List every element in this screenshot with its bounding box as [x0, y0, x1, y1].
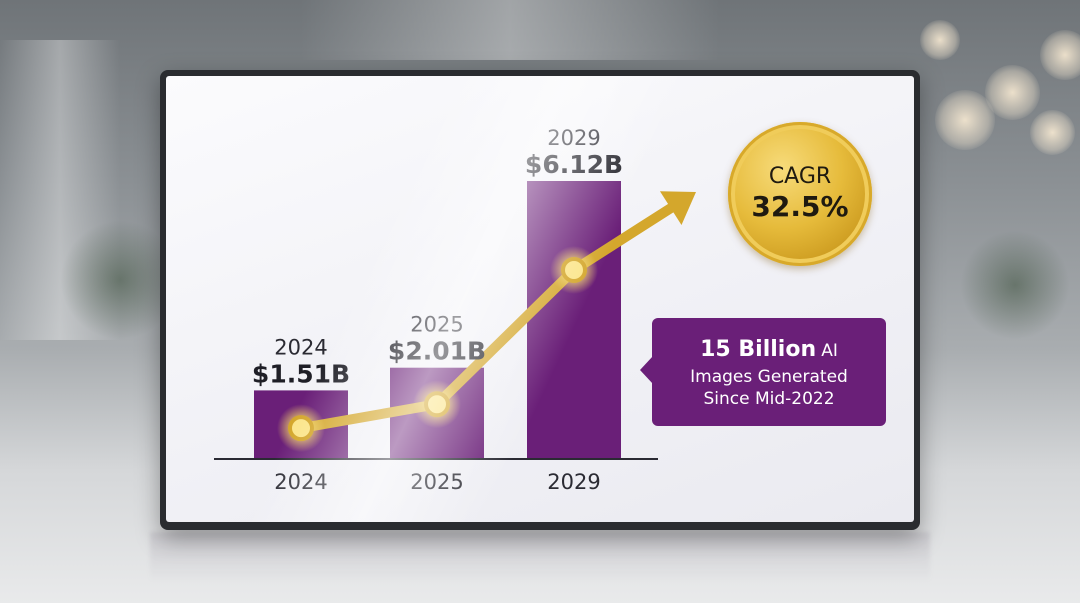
bokeh-light: [1040, 30, 1080, 80]
trend-point-2024: [288, 415, 314, 442]
bar-year-label-2025: 2025: [410, 313, 463, 337]
trend-point-2025: [424, 391, 450, 418]
bokeh-light: [1030, 110, 1075, 155]
cagr-badge: CAGR 32.5%: [728, 122, 872, 266]
bokeh-light: [935, 90, 995, 150]
background-plant: [960, 230, 1070, 340]
x-tick-label-2024: 2024: [274, 470, 327, 494]
callout-pointer: [640, 356, 653, 384]
x-tick-label-2029: 2029: [547, 470, 600, 494]
trend-point-2029: [561, 256, 587, 283]
background-window-light: [300, 0, 720, 60]
bar-year-label-2024: 2024: [274, 335, 327, 359]
callout-ai-text: AI: [821, 340, 838, 361]
ai-images-callout: 15 Billion AI Images Generated Since Mid…: [640, 318, 886, 426]
cagr-value: 32.5%: [751, 190, 849, 223]
monitor-frame: 2024 $1.51B 2024 2025 $2.01B 2025 2029 $6.12B 20…: [160, 70, 920, 530]
bar-value-label-2029: $6.12B: [525, 150, 623, 179]
callout-headline: 15 Billion AI: [700, 335, 838, 366]
cagr-label: CAGR: [768, 164, 832, 189]
table-reflection: [150, 532, 930, 582]
bokeh-light: [985, 65, 1040, 120]
callout-bold-text: 15 Billion: [700, 336, 817, 362]
bar-value-label-2025: $2.01B: [388, 337, 486, 366]
bar-value-label-2024: $1.51B: [252, 359, 350, 388]
bokeh-light: [920, 20, 960, 60]
callout-line-3: Since Mid-2022: [703, 388, 835, 409]
callout-line-2: Images Generated: [690, 366, 848, 387]
bar-2029: [527, 181, 621, 459]
x-tick-label-2025: 2025: [410, 470, 463, 494]
monitor-screen: 2024 $1.51B 2024 2025 $2.01B 2025 2029 $6.12B 20…: [166, 76, 914, 522]
bar-year-label-2029: 2029: [547, 126, 600, 150]
